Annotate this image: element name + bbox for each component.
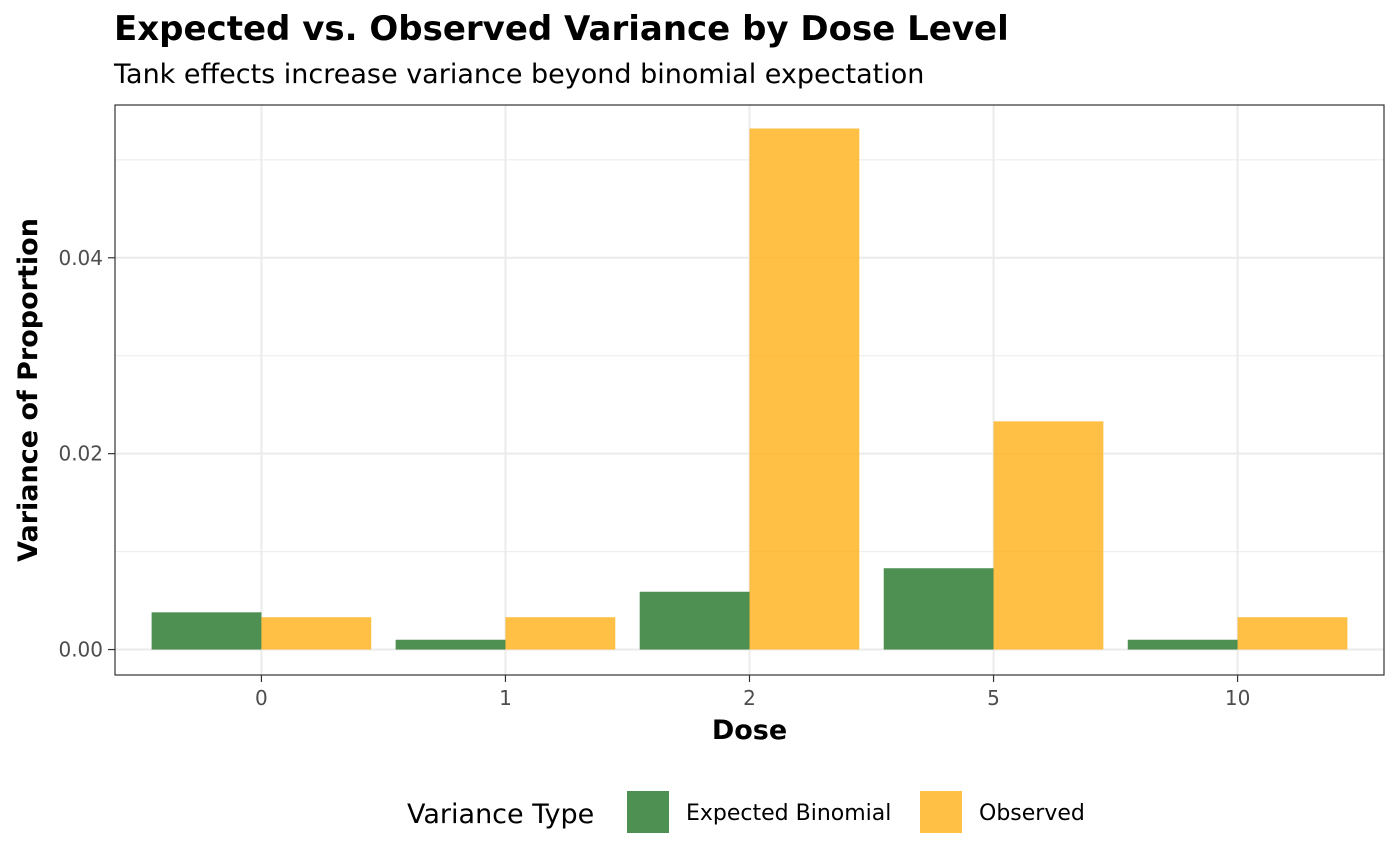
y-axis: 0.00 0.02 0.04 bbox=[58, 246, 115, 662]
y-tick-label: 0.00 bbox=[58, 638, 103, 662]
y-tick-label: 0.04 bbox=[58, 246, 103, 270]
bar-expected-binomial-dose-10 bbox=[1127, 639, 1238, 650]
bar-observed-dose-5 bbox=[993, 421, 1104, 650]
x-tick-label: 5 bbox=[987, 686, 1000, 710]
bars bbox=[151, 128, 1348, 650]
chart-subtitle: Tank effects increase variance beyond bi… bbox=[113, 59, 924, 90]
legend-key-observed bbox=[920, 791, 962, 833]
legend-title: Variance Type bbox=[407, 799, 594, 830]
y-tick-label: 0.02 bbox=[58, 442, 103, 466]
bar-expected-binomial-dose-5 bbox=[883, 568, 994, 650]
bar-expected-binomial-dose-0 bbox=[151, 612, 262, 650]
bar-observed-dose-1 bbox=[505, 617, 616, 650]
bar-observed-dose-10 bbox=[1237, 617, 1348, 650]
x-axis-title: Dose bbox=[712, 715, 787, 746]
x-tick-label: 1 bbox=[499, 686, 512, 710]
chart-title: Expected vs. Observed Variance by Dose L… bbox=[114, 9, 1009, 49]
x-tick-label: 0 bbox=[255, 686, 268, 710]
y-axis-title: Variance of Proportion bbox=[13, 218, 44, 562]
legend: Variance Type Expected Binomial Observed bbox=[407, 791, 1085, 833]
legend-label-expected-binomial: Expected Binomial bbox=[686, 801, 891, 826]
x-tick-label: 2 bbox=[743, 686, 756, 710]
bar-observed-dose-0 bbox=[261, 617, 372, 650]
bar-observed-dose-2 bbox=[749, 128, 860, 650]
x-tick-label: 10 bbox=[1225, 686, 1250, 710]
legend-label-observed: Observed bbox=[979, 801, 1085, 826]
legend-key-expected-binomial bbox=[627, 791, 669, 833]
bar-expected-binomial-dose-2 bbox=[639, 591, 750, 650]
bar-expected-binomial-dose-1 bbox=[395, 639, 506, 650]
plot-area bbox=[114, 104, 1385, 676]
x-axis: 0 1 2 5 10 bbox=[255, 675, 1250, 710]
